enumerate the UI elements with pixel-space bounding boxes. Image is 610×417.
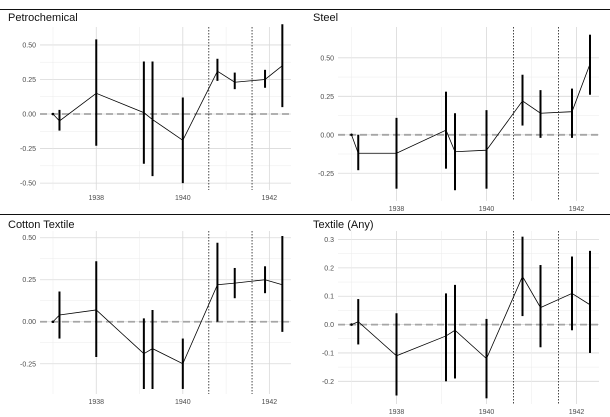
panel-1: 0.50 0.25 0.00 -0.25 -0.50 1938 1940 1942 <box>20 24 291 202</box>
x-tick-label: 1942 <box>569 409 585 416</box>
x-tick-label: 1938 <box>88 195 104 202</box>
reference-point <box>51 112 55 116</box>
x-tick-label: 1940 <box>479 206 495 213</box>
y-tick-label: 0.00 <box>320 132 334 139</box>
x-tick-label: 1938 <box>389 409 405 416</box>
x-tick-label: 1940 <box>175 399 191 406</box>
y-tick-label: 0.00 <box>22 319 36 326</box>
panel-title-petrochemical: Petrochemical <box>8 12 78 24</box>
panel-title-steel: Steel <box>313 12 338 24</box>
y-tick-label: -0.25 <box>318 171 334 178</box>
y-tick-label: 0.50 <box>320 55 334 62</box>
y-tick-label: -0.50 <box>20 181 36 188</box>
y-tick-label: 0.00 <box>22 112 36 119</box>
y-tick-label: -0.25 <box>20 361 36 368</box>
y-tick-label: -0.2 <box>322 379 334 386</box>
x-tick-label: 1942 <box>569 206 585 213</box>
y-tick-label: 0.50 <box>22 42 36 49</box>
y-tick-label: 0.25 <box>22 277 36 284</box>
y-tick-label: 0.0 <box>324 322 334 329</box>
y-tick-label: -0.1 <box>322 350 334 357</box>
y-tick-label: 0.2 <box>324 265 334 272</box>
y-tick-label: 0.25 <box>22 77 36 84</box>
panel-2: 0.50 0.25 0.00 -0.25 1938 1940 1942 <box>318 27 599 213</box>
reference-point <box>350 323 353 326</box>
y-tick-label: 0.25 <box>320 94 334 101</box>
estimate-line <box>351 275 591 360</box>
panel-title-textile-any: Textile (Any) <box>313 219 374 231</box>
estimate-line <box>52 279 283 365</box>
x-tick-label: 1938 <box>88 399 104 406</box>
estimate-line <box>52 65 283 141</box>
x-tick-label: 1938 <box>389 206 405 213</box>
panel-title-cotton-textile: Cotton Textile <box>8 219 74 231</box>
reference-point <box>51 320 55 324</box>
panel-3: 0.50 0.25 0.00 -0.25 1938 1940 1942 <box>20 231 291 406</box>
x-tick-label: 1940 <box>175 195 191 202</box>
y-tick-label: 0.3 <box>324 237 334 244</box>
estimate-line <box>351 63 591 154</box>
panel-4: 0.3 0.2 0.1 0.0 -0.1 -0.2 1938 1940 1942 <box>322 231 599 416</box>
x-tick-label: 1942 <box>262 399 278 406</box>
x-tick-label: 1942 <box>262 195 278 202</box>
y-tick-label: 0.1 <box>324 294 334 301</box>
reference-point <box>350 133 353 137</box>
y-tick-label: -0.25 <box>20 146 36 153</box>
x-tick-label: 1940 <box>479 409 495 416</box>
y-tick-label: 0.50 <box>22 235 36 242</box>
